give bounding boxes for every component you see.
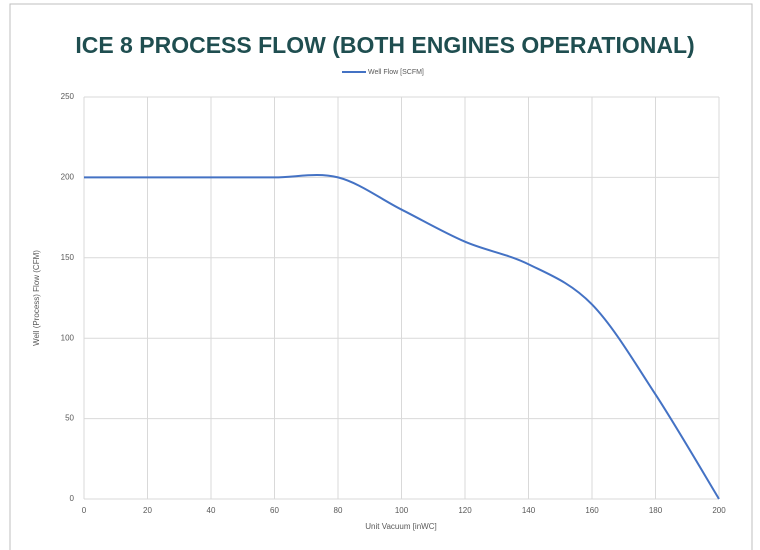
x-tick-label: 40: [207, 506, 216, 515]
line: [83, 174, 720, 500]
y-tick-label: 150: [61, 253, 75, 262]
y-tick-label: 200: [61, 173, 75, 182]
x-tick-label: 140: [522, 506, 536, 515]
x-tick-label: 60: [270, 506, 279, 515]
y-tick-label: 250: [61, 92, 75, 101]
x-tick-label: 200: [712, 506, 726, 515]
y-axis-label: Well (Process) Flow (CFM): [32, 250, 41, 346]
y-tick-label: 0: [70, 494, 75, 503]
y-tick-label: 50: [65, 414, 74, 423]
frame: [9, 3, 753, 550]
x-tick-label: 160: [585, 506, 599, 515]
x-tick-label: 20: [143, 506, 152, 515]
x-tick-label: 80: [334, 506, 343, 515]
x-axis-label: Unit Vacuum [inWC]: [365, 522, 436, 531]
x-tick-label: 0: [82, 506, 87, 515]
legend-label: Well Flow [SCFM]: [368, 69, 424, 76]
x-tick-label: 100: [395, 506, 409, 515]
y-tick-label: 100: [61, 333, 75, 342]
chart-title: ICE 8 PROCESS FLOW (BOTH ENGINES OPERATI…: [75, 32, 694, 58]
x-tick-label: 180: [649, 506, 663, 515]
x-tick-label: 120: [458, 506, 472, 515]
